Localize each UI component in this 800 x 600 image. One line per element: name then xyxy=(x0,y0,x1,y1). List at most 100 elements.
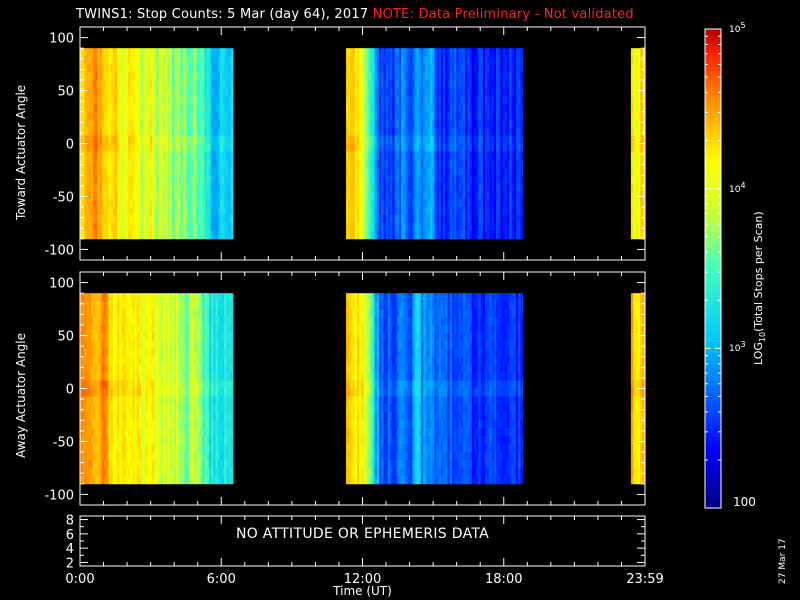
toward-heat-cell xyxy=(425,127,429,136)
away-heat-cell xyxy=(189,380,192,389)
away-heat-cell xyxy=(90,412,94,421)
toward-heat-cell xyxy=(381,199,384,208)
away-heat-cell xyxy=(95,396,98,405)
toward-heat-cell xyxy=(149,72,153,81)
toward-heat-cell xyxy=(110,191,114,200)
toward-heat-cell xyxy=(471,79,475,89)
away-heat-cell xyxy=(141,475,144,485)
toward-heat-cell xyxy=(145,183,149,192)
toward-heat-cell xyxy=(182,103,186,113)
toward-heat-cell xyxy=(372,191,376,200)
toward-heat-cell xyxy=(121,79,125,89)
toward-heat-cell xyxy=(640,119,644,129)
away-heat-cell xyxy=(125,301,129,310)
toward-heat-cell xyxy=(125,175,129,184)
toward-heat-cell xyxy=(460,175,464,184)
away-heat-cell xyxy=(110,340,114,350)
toward-heat-cell xyxy=(187,119,190,129)
away-heat-cell xyxy=(119,372,122,381)
toward-heat-cell xyxy=(504,127,508,136)
toward-heat-cell xyxy=(132,222,136,232)
toward-heat-cell xyxy=(633,87,636,97)
toward-heat-cell xyxy=(348,222,351,232)
toward-heat-cell xyxy=(86,230,90,240)
toward-heat-cell xyxy=(160,48,164,57)
toward-heat-cell xyxy=(195,191,199,200)
away-heat-cell xyxy=(158,420,162,429)
toward-heat-cell xyxy=(504,143,508,152)
away-heat-cell xyxy=(97,436,101,445)
toward-heat-cell xyxy=(143,191,146,200)
toward-heat-cell xyxy=(414,214,418,224)
toward-heat-cell xyxy=(143,159,146,168)
toward-heat-cell xyxy=(421,87,424,97)
toward-heat-cell xyxy=(354,230,358,240)
toward-heat-cell xyxy=(128,175,131,184)
away-heat-cell xyxy=(169,388,173,397)
away-heat-cell xyxy=(106,340,109,350)
toward-heat-cell xyxy=(86,72,90,81)
toward-heat-cell xyxy=(99,199,103,208)
toward-heat-cell xyxy=(416,127,420,136)
toward-heat-cell xyxy=(195,119,199,129)
away-heat-cell xyxy=(139,356,142,366)
toward-heat-cell xyxy=(128,135,131,144)
toward-heat-cell xyxy=(121,87,125,97)
toward-heat-cell xyxy=(465,191,468,200)
toward-heat-cell xyxy=(504,79,508,89)
away-heat-cell xyxy=(165,301,168,310)
toward-heat-cell xyxy=(217,56,221,65)
toward-heat-cell xyxy=(143,199,146,208)
toward-heat-cell xyxy=(219,79,223,89)
toward-heat-cell xyxy=(504,95,508,105)
toward-heat-cell xyxy=(93,143,96,152)
away-heat-cell xyxy=(101,332,105,342)
toward-heat-cell xyxy=(520,135,523,144)
toward-heat-cell xyxy=(139,214,142,224)
toward-heat-cell xyxy=(80,56,83,65)
toward-heat-cell xyxy=(350,87,354,97)
toward-heat-cell xyxy=(425,214,429,224)
toward-heat-cell xyxy=(421,48,424,57)
toward-heat-cell xyxy=(204,64,208,73)
toward-heat-cell xyxy=(513,111,517,121)
toward-heat-cell xyxy=(86,159,90,168)
toward-heat-cell xyxy=(134,103,138,113)
away-heat-cell xyxy=(95,332,98,342)
toward-heat-cell xyxy=(202,72,206,81)
toward-heat-cell xyxy=(511,72,515,81)
toward-heat-cell xyxy=(427,191,431,200)
toward-heat-cell xyxy=(401,230,404,240)
toward-heat-cell xyxy=(438,230,442,240)
toward-heat-cell xyxy=(204,222,208,232)
toward-heat-cell xyxy=(458,135,462,144)
toward-heat-cell xyxy=(224,95,227,105)
toward-heat-cell xyxy=(176,207,179,216)
away-heat-cell xyxy=(147,412,151,421)
toward-heat-cell xyxy=(198,111,201,121)
toward-heat-cell xyxy=(165,230,168,240)
toward-heat-cell xyxy=(101,143,105,152)
toward-heat-cell xyxy=(513,87,517,97)
toward-heat-cell xyxy=(99,175,103,184)
toward-heat-cell xyxy=(405,222,409,232)
toward-heat-cell xyxy=(193,207,197,216)
toward-heat-cell xyxy=(123,111,127,121)
toward-heat-cell xyxy=(167,56,171,65)
toward-heat-cell xyxy=(174,191,177,200)
toward-heat-cell xyxy=(191,175,195,184)
toward-heat-cell xyxy=(174,56,177,65)
toward-heat-cell xyxy=(489,230,493,240)
toward-heat-cell xyxy=(440,214,444,224)
toward-heat-cell xyxy=(434,222,437,232)
toward-heat-cell xyxy=(478,111,482,121)
toward-heat-cell xyxy=(82,72,85,81)
toward-heat-cell xyxy=(361,159,365,168)
toward-heat-cell xyxy=(630,143,634,152)
toward-heat-cell xyxy=(222,230,225,240)
toward-heat-cell xyxy=(381,183,384,192)
toward-heat-cell xyxy=(485,230,488,240)
toward-heat-cell xyxy=(432,214,435,224)
toward-heat-cell xyxy=(416,72,420,81)
away-heat-cell xyxy=(187,324,190,334)
